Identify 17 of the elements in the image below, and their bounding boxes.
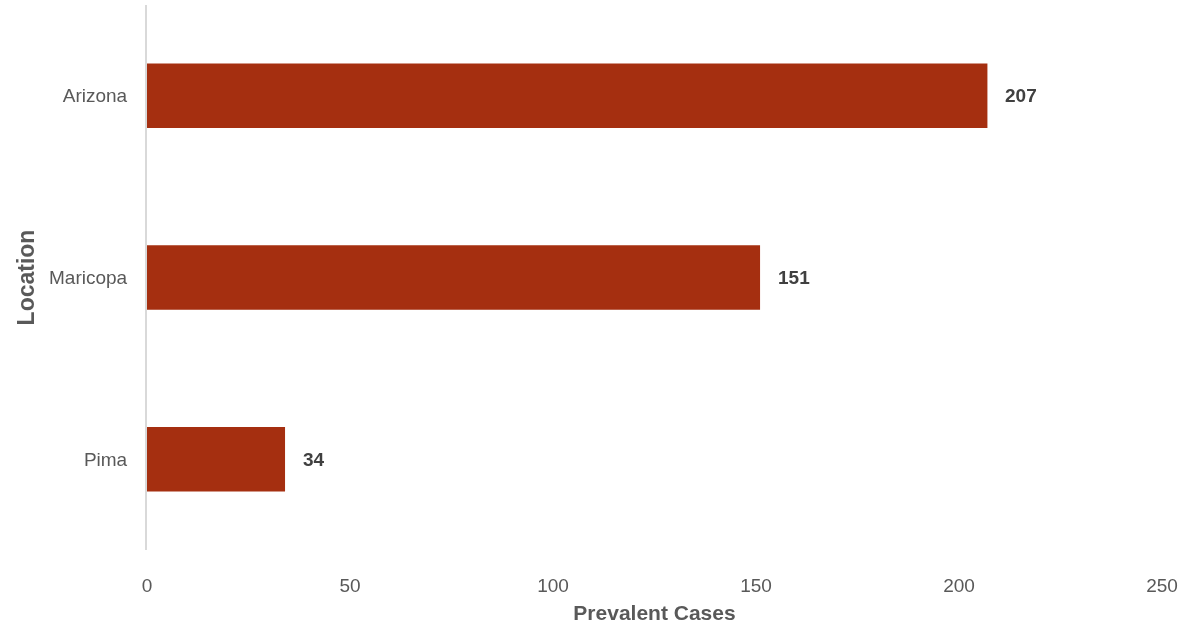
- bar: [147, 63, 988, 129]
- x-axis-title: Prevalent Cases: [573, 601, 736, 625]
- x-tick-label: 50: [339, 575, 361, 596]
- y-tick-label: Maricopa: [49, 267, 128, 289]
- x-tick-label: 0: [141, 575, 153, 596]
- bar: [147, 245, 761, 310]
- y-axis-title: Location: [12, 229, 39, 326]
- data-label: 151: [778, 267, 811, 288]
- x-tick-label: 250: [1146, 575, 1178, 596]
- data-label: 34: [303, 449, 325, 470]
- y-tick-label: Arizona: [62, 85, 128, 107]
- x-tick-label: 150: [740, 575, 772, 596]
- y-tick-label: Pima: [83, 448, 128, 470]
- x-tick-label: 100: [537, 575, 569, 596]
- bar: [147, 426, 286, 492]
- x-tick-label: 200: [943, 575, 975, 596]
- data-label: 207: [1005, 85, 1037, 106]
